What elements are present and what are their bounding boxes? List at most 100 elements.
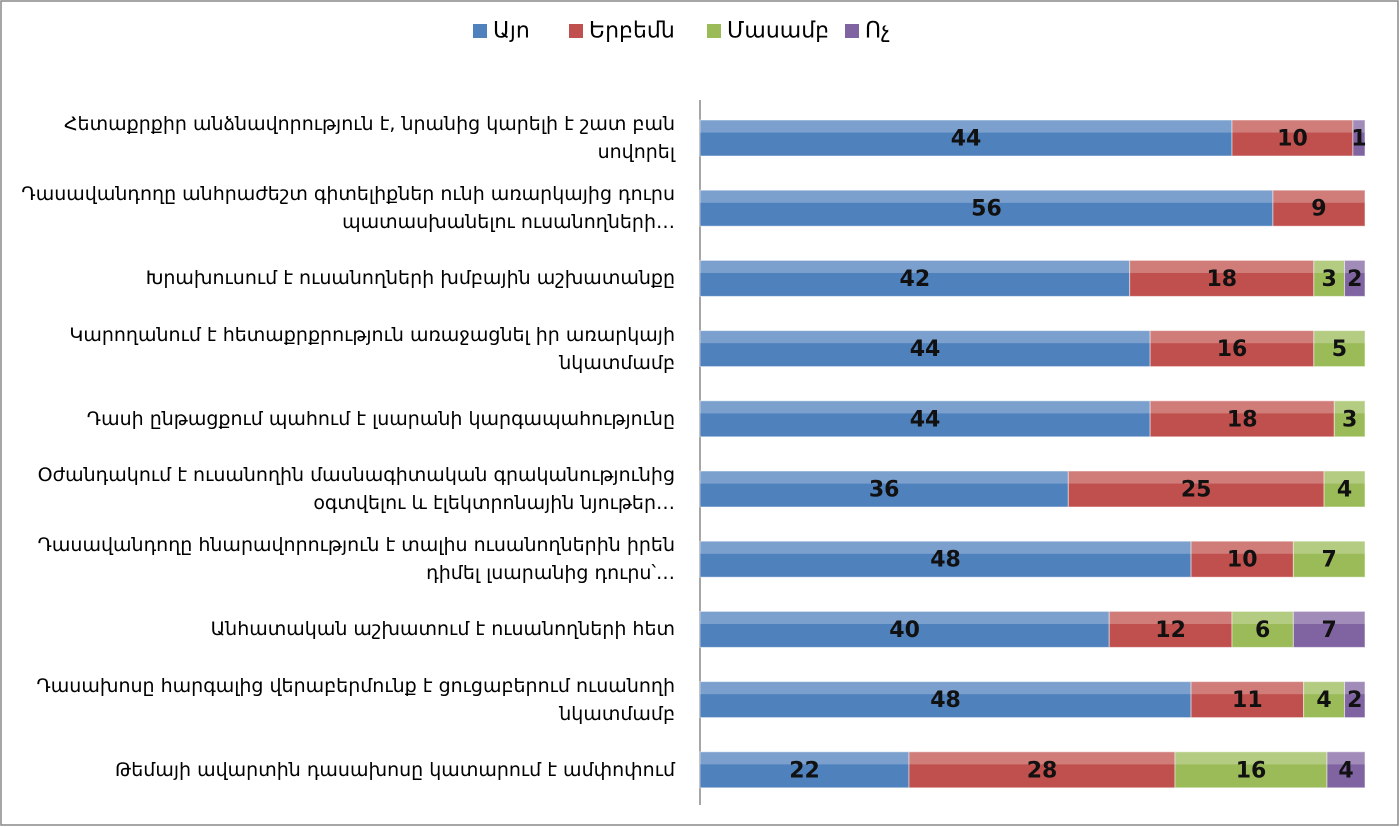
bar-segment	[1303, 681, 1346, 719]
bar-shine	[700, 400, 1151, 414]
data-label: 5	[1332, 337, 1347, 362]
data-label: 44	[951, 127, 982, 152]
category-label: Օժանդակում է ուսանողին մասնագիտական գրակ…	[37, 464, 675, 514]
bar-segment	[1313, 330, 1366, 368]
bar-shine	[1068, 471, 1325, 484]
bar-shine	[1313, 330, 1365, 344]
bar-segment	[908, 751, 1176, 789]
bar-shine	[1313, 260, 1345, 273]
bar-segment	[1344, 681, 1366, 719]
category-label: Դասավանդողը հնարավորություն է տալիս ուսա…	[37, 534, 675, 585]
bar-shine	[700, 681, 1192, 695]
bar-segment	[699, 259, 1131, 297]
bar-shine	[1293, 611, 1365, 624]
bar-segment	[1323, 470, 1366, 508]
category-label: Թեմայի ավարտին դասախոսը կատարում է ամփոփ…	[114, 758, 675, 781]
data-label: 7	[1322, 618, 1337, 643]
bar-shine	[700, 260, 1130, 273]
bar-shine	[1272, 190, 1365, 203]
data-label: 16	[1236, 758, 1267, 783]
bar-segment	[1174, 751, 1328, 789]
bar-shine	[1327, 751, 1365, 765]
legend-swatch	[569, 24, 583, 38]
category-label: Դասախոսը հարգալից վերաբերմունք է ցուցաբե…	[36, 674, 675, 725]
data-label: 18	[1227, 407, 1258, 432]
bar-shine	[1129, 260, 1314, 273]
bar-shine	[700, 471, 1069, 484]
category-label: Անհատական աշխատում է ուսանողների հետ	[210, 618, 675, 641]
bar-segment	[1231, 610, 1294, 648]
bar-shine	[700, 611, 1110, 624]
data-label: 44	[910, 337, 941, 362]
bar-shine	[1109, 611, 1232, 624]
data-label: 12	[1155, 618, 1186, 643]
data-label: 3	[1322, 267, 1337, 292]
bar-shine	[700, 190, 1273, 203]
data-label: 10	[1227, 548, 1258, 573]
bar-shine	[1334, 400, 1365, 414]
category-label: Հետաքրքիր անձնավորություն է, նրանից կարե…	[63, 113, 675, 163]
bar-segment	[699, 751, 910, 789]
legend-swatch	[473, 24, 487, 38]
bar-shine	[1303, 681, 1345, 695]
bar-shine	[700, 120, 1232, 133]
bar-shine	[700, 541, 1192, 554]
bar-shine	[909, 751, 1175, 765]
data-label: 48	[930, 548, 961, 573]
legend-label: Երբեմն	[589, 19, 675, 44]
data-label: 44	[910, 407, 941, 432]
data-label: 7	[1322, 548, 1337, 573]
bar-shine	[1175, 751, 1327, 765]
bar-shine	[1232, 120, 1353, 133]
legend-swatch	[707, 24, 721, 38]
bar-segment	[1352, 119, 1366, 157]
category-label: Դասավանդողը անհրաժեշտ գիտելիքներ ունի առ…	[21, 183, 675, 234]
bar-shine	[1150, 400, 1335, 414]
bar-segment	[1344, 259, 1366, 297]
bar-segment	[1067, 470, 1325, 508]
category-label: Կարողանում է հետաքրքրություն առաջացնել ի…	[69, 323, 675, 374]
data-label: 2	[1347, 688, 1362, 713]
bar-segment	[699, 470, 1069, 508]
data-label: 16	[1217, 337, 1248, 362]
data-label: 56	[971, 197, 1002, 222]
data-label: 11	[1232, 688, 1263, 713]
bar-shine	[1352, 120, 1365, 133]
bar-shine	[1324, 471, 1365, 484]
legend-label: Այո	[493, 19, 530, 44]
bar-segment	[1292, 610, 1366, 648]
bar-segment	[1292, 540, 1366, 578]
legend-swatch	[845, 24, 859, 38]
data-label: 28	[1027, 758, 1058, 783]
bar-shine	[1191, 681, 1304, 695]
bar-segment	[699, 189, 1274, 227]
data-label: 10	[1277, 127, 1308, 152]
data-label: 25	[1181, 478, 1212, 503]
bar-segment	[1149, 400, 1335, 438]
data-label: 22	[789, 758, 820, 783]
category-label: Խրախուսում է ուսանողների խմբային աշխատան…	[145, 267, 675, 290]
data-label: 2	[1347, 267, 1362, 292]
bar-shine	[1232, 611, 1294, 624]
data-label: 48	[930, 688, 961, 713]
bar-shine	[1150, 330, 1314, 344]
bar-segment	[699, 330, 1151, 368]
data-label: 42	[900, 267, 931, 292]
data-label: 1	[1351, 127, 1366, 152]
bar-shine	[1191, 541, 1294, 554]
bar-segment	[1333, 400, 1366, 438]
data-label: 4	[1338, 758, 1353, 783]
bar-shine	[1293, 541, 1365, 554]
bar-shine	[1344, 681, 1365, 695]
bar-segment	[1272, 189, 1366, 227]
bar-segment	[699, 681, 1192, 719]
bar-segment	[1190, 681, 1305, 719]
data-label: 40	[889, 618, 920, 643]
bar-segment	[699, 540, 1192, 578]
bar-segment	[699, 610, 1110, 648]
legend-label: Ոչ	[865, 19, 890, 44]
data-label: 6	[1255, 618, 1270, 643]
bar-segment	[1149, 330, 1315, 368]
